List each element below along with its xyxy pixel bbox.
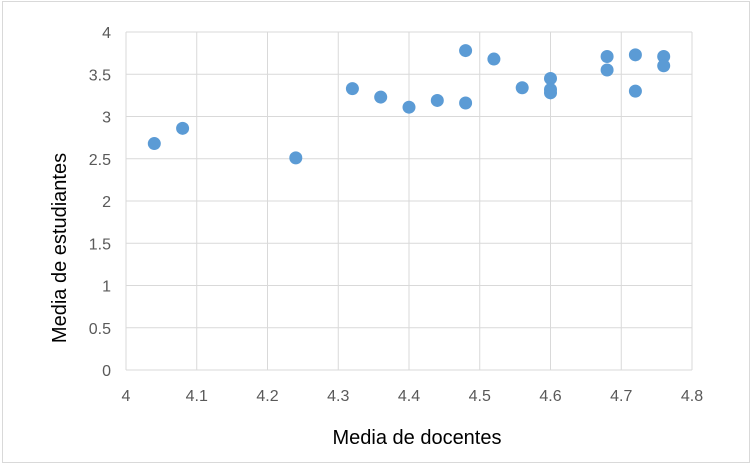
y-tick-label: 0 xyxy=(102,363,111,380)
data-point xyxy=(657,50,671,64)
y-tick-label: 3 xyxy=(102,110,111,127)
x-tick-label: 4.4 xyxy=(398,388,420,405)
y-tick-label: 2 xyxy=(102,194,111,211)
data-point xyxy=(459,96,473,110)
data-point xyxy=(289,151,303,165)
data-point xyxy=(487,52,501,66)
x-axis-title: Media de docentes xyxy=(332,427,501,449)
data-point xyxy=(544,86,557,100)
x-tick-label: 4.1 xyxy=(186,388,208,405)
x-tick-label: 4.2 xyxy=(256,388,278,405)
grid-lines xyxy=(125,31,693,371)
data-point xyxy=(600,50,614,64)
data-points xyxy=(147,44,671,165)
y-tick-labels: 0 0.5 1 1.5 2 2.5 3 3.5 4 xyxy=(89,25,111,380)
data-point xyxy=(657,59,671,73)
y-axis-title: Media de estudiantes xyxy=(49,153,71,343)
y-tick-label: 2.5 xyxy=(89,152,111,169)
data-point xyxy=(430,93,444,107)
x-tick-label: 4.3 xyxy=(327,388,349,405)
x-tick-label: 4.6 xyxy=(539,388,561,405)
data-point xyxy=(374,90,388,104)
x-tick-label: 4.7 xyxy=(610,388,632,405)
y-tick-label: 4 xyxy=(102,25,111,42)
x-tick-labels: 4 4.1 4.2 4.3 4.4 4.5 4.6 4.7 4.8 xyxy=(122,388,704,405)
data-point xyxy=(515,81,529,95)
y-tick-label: 3.5 xyxy=(89,67,111,84)
data-point xyxy=(345,82,359,96)
y-tick-label: 0.5 xyxy=(89,321,111,338)
data-point xyxy=(459,44,473,58)
data-point xyxy=(628,84,642,98)
y-tick-label: 1.5 xyxy=(89,236,111,253)
x-tick-label: 4 xyxy=(122,388,131,405)
data-point xyxy=(147,137,161,151)
data-point xyxy=(628,48,642,62)
x-tick-label: 4.5 xyxy=(469,388,491,405)
data-point xyxy=(600,63,614,77)
data-point xyxy=(544,71,557,85)
x-tick-label: 4.8 xyxy=(681,388,703,405)
data-point xyxy=(402,100,416,114)
data-point xyxy=(176,121,190,135)
y-tick-label: 1 xyxy=(102,279,111,296)
